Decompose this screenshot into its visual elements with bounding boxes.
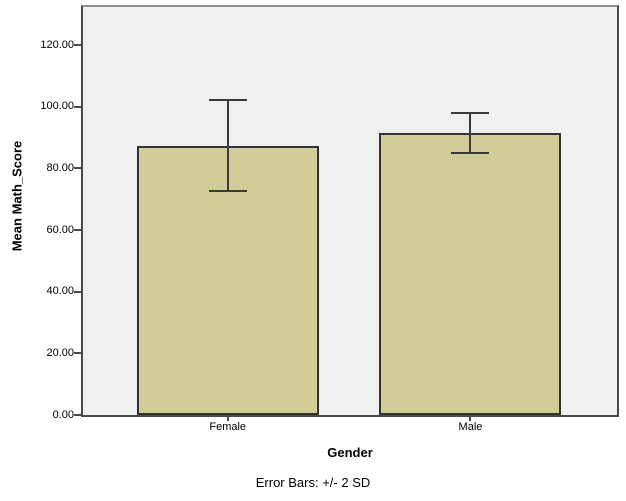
y-tick-label: 20.00 <box>46 346 74 359</box>
y-tick-label: 60.00 <box>46 223 74 236</box>
error-bars-footnote: Error Bars: +/- 2 SD <box>255 475 371 490</box>
x-tick-label-male: Male <box>458 421 483 433</box>
error-bar-line-male <box>469 113 472 153</box>
x-tick-mark-male <box>469 417 472 421</box>
y-tick-label: 40.00 <box>46 285 74 298</box>
y-tick-label: 120.00 <box>40 38 74 51</box>
y-tick-label: 80.00 <box>46 161 74 174</box>
bar-male <box>379 133 562 415</box>
y-tick-mark <box>74 229 81 232</box>
y-tick-mark <box>74 167 81 170</box>
y-tick-mark <box>74 352 81 355</box>
y-tick-label: 100.00 <box>40 100 74 113</box>
y-tick-mark <box>74 414 81 416</box>
error-bar-lower-cap-female <box>208 189 247 192</box>
y-tick-mark <box>74 44 81 47</box>
x-tick-mark-female <box>226 417 229 421</box>
x-tick-label-female: Female <box>209 421 247 433</box>
error-bar-lower-cap-male <box>451 151 490 154</box>
error-bar-upper-cap-female <box>208 98 247 101</box>
y-tick-mark <box>74 105 81 108</box>
error-bar-upper-cap-male <box>451 112 490 115</box>
x-axis-title: Gender <box>327 445 373 460</box>
y-tick-label: 0.00 <box>52 408 74 421</box>
y-tick-mark <box>74 290 81 293</box>
error-bar-line-female <box>226 99 229 191</box>
